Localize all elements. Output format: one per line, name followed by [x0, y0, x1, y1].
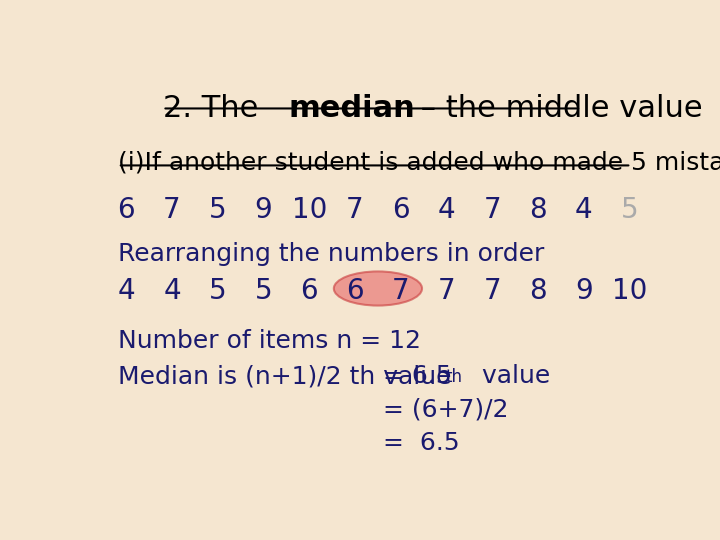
Text: = (6+7)/2: = (6+7)/2 — [383, 397, 508, 421]
Text: Median is (n+1)/2 th value: Median is (n+1)/2 th value — [118, 364, 451, 388]
Text: 9: 9 — [575, 277, 593, 305]
Text: 7: 7 — [438, 277, 455, 305]
Text: 7: 7 — [484, 277, 501, 305]
Text: 4: 4 — [117, 277, 135, 305]
Text: 5: 5 — [621, 196, 639, 224]
Text: 7: 7 — [346, 196, 364, 224]
Text: 7: 7 — [392, 277, 410, 305]
Text: 6: 6 — [117, 196, 135, 224]
Text: 5: 5 — [209, 277, 227, 305]
Text: 4: 4 — [575, 196, 593, 224]
Text: 10: 10 — [612, 277, 647, 305]
Text: Rearranging the numbers in order: Rearranging the numbers in order — [118, 241, 544, 266]
Text: value: value — [466, 364, 550, 388]
Text: median: median — [288, 94, 415, 123]
Text: 6: 6 — [392, 196, 410, 224]
Text: 2. The: 2. The — [163, 94, 268, 123]
Text: 7: 7 — [163, 196, 181, 224]
Text: 6: 6 — [300, 277, 318, 305]
Text: =  6.5: = 6.5 — [383, 431, 459, 455]
Text: 8: 8 — [529, 196, 547, 224]
Text: 7: 7 — [484, 196, 501, 224]
Text: th: th — [446, 368, 462, 386]
Text: 9: 9 — [255, 196, 272, 224]
Ellipse shape — [334, 272, 422, 306]
Text: 5: 5 — [255, 277, 272, 305]
Text: 5: 5 — [209, 196, 227, 224]
Text: = 6.5: = 6.5 — [383, 364, 451, 388]
Text: 4: 4 — [163, 277, 181, 305]
Text: – the middle value: – the middle value — [411, 94, 703, 123]
Text: 4: 4 — [438, 196, 455, 224]
Text: (i)If another student is added who made 5 mistakes: (i)If another student is added who made … — [118, 150, 720, 174]
Text: Number of items n = 12: Number of items n = 12 — [118, 329, 421, 353]
Text: 10: 10 — [292, 196, 327, 224]
Text: 6: 6 — [346, 277, 364, 305]
Text: 8: 8 — [529, 277, 547, 305]
